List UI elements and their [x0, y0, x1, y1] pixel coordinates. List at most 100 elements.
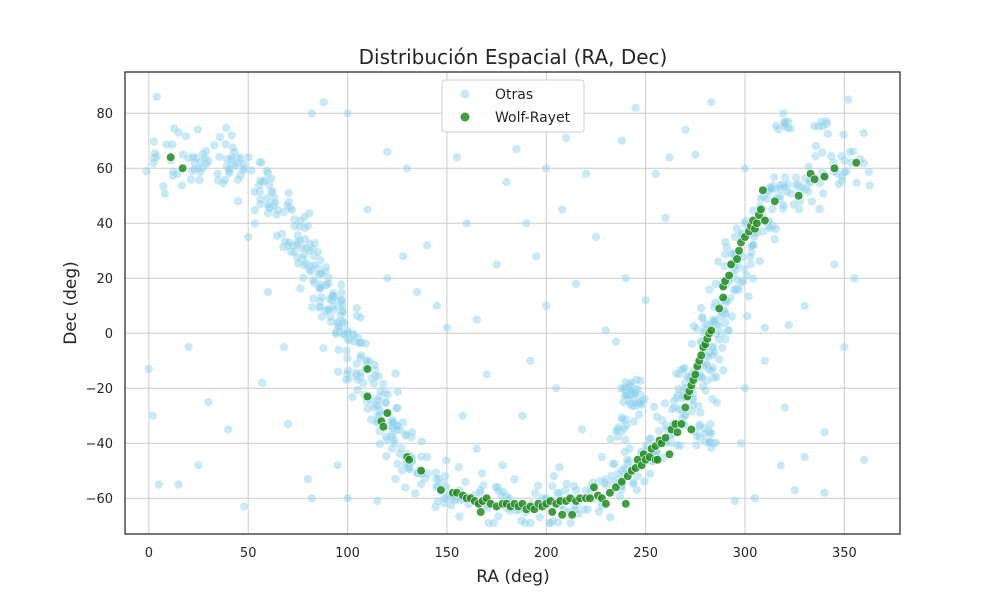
- otras-point: [791, 172, 801, 182]
- otras-point: [609, 459, 620, 469]
- points-layer: [141, 92, 875, 528]
- otras-point: [220, 139, 230, 149]
- otras-point: [553, 517, 563, 527]
- otras-point: [839, 130, 849, 140]
- otras-point: [591, 232, 601, 242]
- otras-point: [288, 241, 298, 251]
- wolf-rayet-point: [676, 419, 687, 429]
- otras-point: [778, 180, 788, 190]
- otras-point: [174, 479, 184, 490]
- otras-point: [704, 285, 714, 295]
- otras-point: [634, 410, 644, 420]
- otras-point: [696, 303, 706, 313]
- wolf-rayet-point: [660, 433, 671, 443]
- otras-point: [748, 240, 758, 250]
- otras-point: [569, 481, 579, 491]
- otras-point: [374, 371, 384, 381]
- otras-point: [626, 386, 636, 396]
- otras-point: [553, 488, 563, 498]
- otras-point: [141, 166, 151, 176]
- otras-point: [695, 432, 705, 443]
- otras-point: [233, 153, 243, 163]
- otras-point: [286, 246, 296, 257]
- otras-point: [289, 214, 300, 224]
- wolf-rayet-point: [557, 510, 567, 520]
- otras-point: [627, 384, 637, 394]
- otras-point: [349, 336, 359, 346]
- otras-point: [308, 293, 318, 303]
- otras-point: [525, 356, 535, 366]
- otras-point: [320, 267, 330, 277]
- otras-point: [783, 116, 793, 127]
- otras-point: [272, 231, 282, 241]
- otras-point: [606, 434, 616, 444]
- otras-point: [729, 285, 739, 295]
- otras-point: [381, 398, 391, 408]
- otras-point: [222, 154, 232, 164]
- otras-point: [718, 365, 728, 375]
- otras-point: [265, 203, 275, 213]
- otras-point: [325, 311, 335, 322]
- otras-point: [531, 251, 541, 261]
- otras-point: [263, 287, 273, 297]
- otras-point: [622, 387, 632, 397]
- otras-point: [313, 247, 323, 257]
- otras-point: [760, 356, 770, 366]
- otras-point: [250, 218, 260, 228]
- otras-point: [475, 485, 485, 495]
- otras-point: [742, 311, 752, 321]
- otras-point: [608, 459, 618, 469]
- otras-point: [434, 474, 444, 484]
- otras-point: [441, 455, 451, 465]
- otras-point: [535, 512, 545, 522]
- otras-point: [628, 479, 638, 489]
- otras-point: [458, 411, 468, 421]
- otras-point: [284, 197, 294, 207]
- otras-point: [279, 207, 289, 217]
- otras-point: [452, 152, 462, 162]
- otras-point: [601, 480, 611, 490]
- otras-point: [339, 330, 349, 340]
- otras-point: [344, 374, 354, 384]
- otras-point: [814, 204, 825, 214]
- otras-point: [622, 420, 632, 430]
- otras-point: [819, 488, 830, 498]
- otras-point: [708, 314, 718, 324]
- wolf-rayet-point: [680, 402, 690, 413]
- otras-point: [284, 188, 294, 198]
- wolf-rayet-point: [476, 507, 486, 517]
- otras-point: [765, 223, 775, 233]
- otras-point: [331, 329, 341, 339]
- otras-point: [621, 273, 631, 283]
- otras-point: [768, 181, 778, 191]
- otras-point: [697, 312, 707, 322]
- otras-point: [706, 428, 716, 438]
- otras-point: [417, 436, 427, 447]
- otras-point: [370, 360, 380, 370]
- wolf-rayet-point: [362, 364, 373, 374]
- otras-point: [837, 176, 847, 186]
- otras-point: [637, 400, 647, 410]
- otras-point: [348, 329, 358, 339]
- otras-point: [771, 184, 781, 194]
- otras-point: [736, 438, 746, 448]
- otras-point: [562, 479, 572, 489]
- otras-point: [389, 419, 399, 429]
- otras-point: [581, 169, 591, 179]
- otras-point: [698, 381, 708, 391]
- otras-point: [355, 337, 365, 348]
- otras-point: [489, 518, 499, 528]
- otras-point: [342, 369, 352, 379]
- otras-point: [273, 205, 283, 215]
- otras-point: [256, 158, 267, 168]
- otras-point: [263, 200, 273, 210]
- wolf-rayet-point: [706, 325, 716, 336]
- otras-point: [622, 459, 633, 469]
- otras-point: [541, 301, 551, 311]
- otras-point: [745, 252, 755, 262]
- otras-point: [149, 158, 159, 168]
- otras-point: [852, 178, 862, 188]
- otras-point: [454, 462, 464, 472]
- otras-point: [679, 363, 690, 373]
- otras-point: [372, 496, 382, 506]
